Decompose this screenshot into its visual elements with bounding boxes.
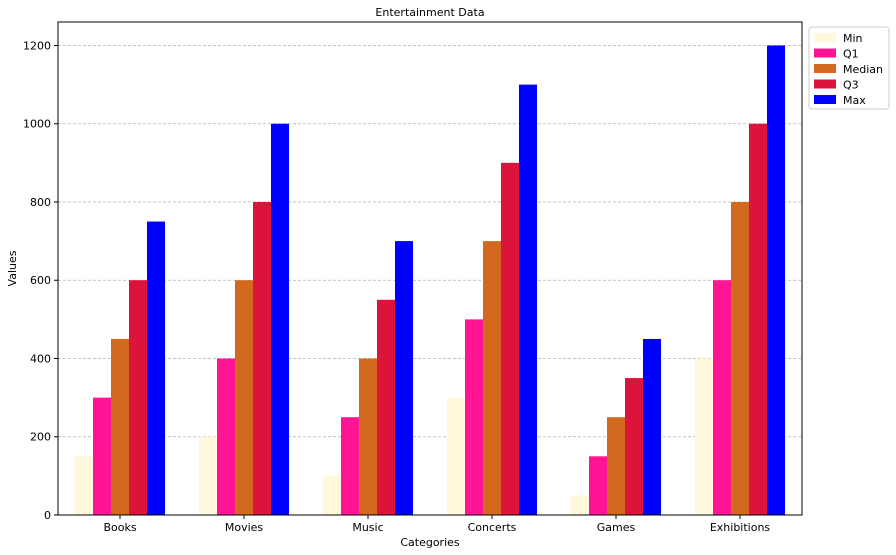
chart-title: Entertainment Data xyxy=(375,6,484,19)
y-tick-label: 800 xyxy=(30,196,51,209)
x-tick-label: Exhibitions xyxy=(710,521,771,534)
legend-label-q3: Q3 xyxy=(843,79,859,92)
bar-min-exhibitions xyxy=(695,358,713,515)
bar-max-games xyxy=(643,338,661,515)
y-tick-label: 0 xyxy=(44,509,51,522)
y-tick-label: 1200 xyxy=(23,39,51,52)
bars xyxy=(75,45,785,516)
bar-q3-music xyxy=(377,299,395,515)
bar-median-exhibitions xyxy=(731,201,749,515)
x-tick-label: Music xyxy=(352,521,383,534)
legend-label-max: Max xyxy=(843,94,866,107)
y-tick-label: 600 xyxy=(30,274,51,287)
legend-swatch-max xyxy=(814,95,836,104)
x-tick-label: Concerts xyxy=(468,521,517,534)
legend-label-q1: Q1 xyxy=(843,48,859,61)
bar-q1-exhibitions xyxy=(713,280,731,515)
bar-q1-movies xyxy=(217,358,235,515)
legend-label-median: Median xyxy=(843,63,883,76)
y-axis-label: Values xyxy=(6,250,19,286)
bar-max-books xyxy=(147,221,165,516)
legend-swatch-min xyxy=(814,33,836,42)
y-tick-label: 1000 xyxy=(23,118,51,131)
x-axis-label: Categories xyxy=(400,536,460,549)
legend-label-min: Min xyxy=(843,32,863,45)
bar-q3-exhibitions xyxy=(749,123,767,515)
bar-median-games xyxy=(607,417,625,515)
bar-median-music xyxy=(359,358,377,515)
bar-q1-games xyxy=(589,456,607,515)
legend-swatch-q1 xyxy=(814,48,836,58)
bar-max-movies xyxy=(271,123,289,515)
bar-q1-books xyxy=(93,397,111,515)
y-tick-label: 400 xyxy=(30,352,51,365)
bar-max-concerts xyxy=(519,84,537,515)
bar-q3-concerts xyxy=(501,162,519,515)
bar-min-concerts xyxy=(447,397,465,515)
bar-max-music xyxy=(395,241,413,515)
bar-q3-movies xyxy=(253,201,271,515)
x-tick-label: Games xyxy=(597,521,636,534)
bar-min-music xyxy=(323,475,341,515)
x-tick-label: Books xyxy=(103,521,136,534)
bar-min-games xyxy=(571,495,589,515)
bar-min-movies xyxy=(199,436,217,515)
legend: Min Q1 Median Q3 Max xyxy=(808,26,890,110)
gridlines xyxy=(58,45,802,438)
bar-min-books xyxy=(75,456,93,515)
plot-frame xyxy=(57,21,803,516)
y-tick-label: 200 xyxy=(30,431,51,444)
legend-swatch-q3 xyxy=(814,79,836,89)
x-tick-label: Movies xyxy=(225,521,264,534)
legend-swatch-median xyxy=(814,64,836,73)
bar-median-movies xyxy=(235,280,253,515)
bar-max-exhibitions xyxy=(767,45,785,515)
bar-median-concerts xyxy=(483,241,501,515)
bar-q3-books xyxy=(129,280,147,515)
bar-median-books xyxy=(111,338,129,515)
bar-q1-concerts xyxy=(465,319,483,515)
bar-q1-music xyxy=(341,417,359,515)
axes: 0 200 400 600 800 1000 1200 Books Movies Music Con… xyxy=(23,21,803,534)
bar-q3-games xyxy=(625,378,643,515)
